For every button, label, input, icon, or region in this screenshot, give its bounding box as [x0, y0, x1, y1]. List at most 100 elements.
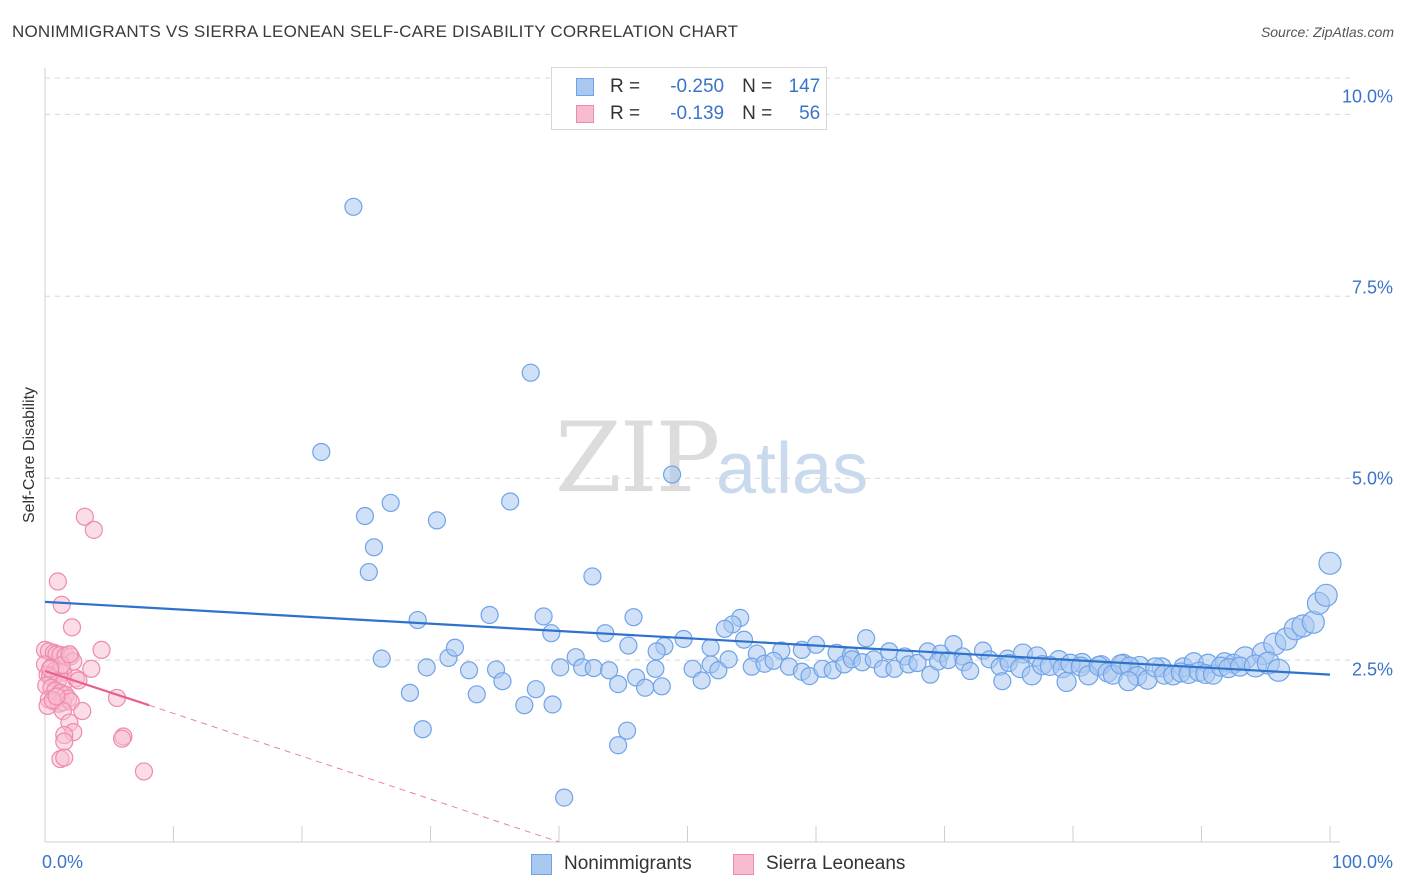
legend-swatch-blue [576, 78, 594, 96]
data-point-nonimmigrants [764, 651, 783, 670]
data-point-nonimmigrants [467, 685, 486, 704]
data-point-nonimmigrants [1118, 671, 1139, 692]
watermark-atlas: atlas [716, 429, 869, 509]
data-point-nonimmigrants [534, 607, 553, 626]
y-tick-label: 5.0% [1351, 468, 1393, 489]
n-label: N = [742, 76, 773, 97]
data-point-sierra-leoneans [55, 748, 74, 767]
data-point-nonimmigrants [719, 650, 738, 669]
data-point-nonimmigrants [609, 675, 628, 694]
watermark-zip: ZIP [555, 402, 720, 514]
legend-row-sierra-leoneans: R = -0.139 N = 56 [576, 101, 820, 127]
data-point-nonimmigrants [652, 677, 671, 696]
data-point-nonimmigrants [619, 636, 638, 655]
source-label: Source: ZipAtlas.com [1260, 24, 1394, 40]
r-value: -0.250 [670, 76, 725, 97]
data-point-nonimmigrants [445, 638, 465, 657]
data-point-nonimmigrants [355, 506, 375, 526]
data-point-nonimmigrants [400, 683, 420, 702]
axes [44, 68, 1340, 843]
data-point-sierra-leoneans [82, 659, 101, 678]
data-point-sierra-leoneans [60, 645, 79, 664]
data-point-nonimmigrants [459, 661, 479, 680]
data-point-nonimmigrants [364, 538, 384, 557]
data-point-nonimmigrants [715, 619, 734, 638]
data-point-nonimmigrants [480, 605, 499, 625]
y-tick-label: 7.5% [1351, 277, 1393, 298]
data-point-nonimmigrants [417, 658, 436, 677]
sierra-leoneans-points [35, 507, 154, 781]
data-point-nonimmigrants [1318, 551, 1342, 575]
data-point-nonimmigrants [413, 720, 432, 739]
data-point-nonimmigrants [600, 661, 619, 680]
x-tick-label-min: 0.0% [42, 852, 84, 872]
data-point-sierra-leoneans [55, 732, 74, 751]
series-name: Nonimmigrants [564, 853, 692, 874]
legend-row-nonimmigrants: R = -0.250 N = 147 [576, 74, 820, 100]
r-value: -0.139 [670, 103, 725, 124]
legend-swatch-pink [576, 105, 594, 123]
trend-line-nonimmigrants [44, 600, 1331, 676]
data-point-nonimmigrants [662, 465, 682, 484]
data-point-nonimmigrants [515, 696, 534, 715]
data-point-sierra-leoneans [84, 520, 103, 539]
data-point-nonimmigrants [427, 511, 447, 530]
data-point-nonimmigrants [692, 671, 711, 690]
data-point-sierra-leoneans [48, 572, 67, 591]
data-point-nonimmigrants [408, 610, 427, 630]
chart-title: NONIMMIGRANTS VS SIERRA LEONEAN SELF-CAR… [12, 22, 739, 41]
data-point-nonimmigrants [624, 608, 643, 627]
data-point-sierra-leoneans [69, 671, 88, 690]
series-swatch-pink [733, 853, 754, 875]
nonimmigrants-points [312, 197, 1342, 807]
data-point-nonimmigrants [551, 658, 570, 677]
data-point-nonimmigrants [521, 363, 540, 382]
grid-lines [45, 77, 1355, 661]
data-point-nonimmigrants [555, 788, 574, 807]
x-tick-label-max: 100.0% [1331, 852, 1393, 872]
r-label: R = [610, 103, 641, 124]
data-point-nonimmigrants [372, 649, 391, 668]
data-point-nonimmigrants [857, 629, 876, 648]
data-point-nonimmigrants [526, 680, 545, 699]
data-point-nonimmigrants [646, 659, 665, 678]
r-label: R = [610, 76, 641, 97]
data-point-nonimmigrants [961, 661, 980, 681]
data-point-nonimmigrants [344, 197, 363, 216]
data-point-sierra-leoneans [75, 507, 94, 526]
data-point-nonimmigrants [908, 653, 927, 673]
data-point-sierra-leoneans [47, 687, 66, 706]
n-value: 56 [799, 103, 821, 124]
series-legend-sierra-leoneans: Sierra Leoneans [733, 852, 905, 876]
data-point-nonimmigrants [993, 672, 1012, 691]
data-point-sierra-leoneans [62, 618, 82, 637]
data-point-nonimmigrants [701, 638, 720, 657]
data-point-nonimmigrants [734, 630, 754, 649]
data-point-nonimmigrants [647, 642, 666, 661]
y-axis-label: Self-Care Disability [21, 386, 38, 524]
data-point-sierra-leoneans [73, 701, 92, 721]
series-legend-nonimmigrants: Nonimmigrants [531, 852, 692, 876]
n-label: N = [742, 103, 773, 124]
data-point-nonimmigrants [312, 442, 331, 462]
data-point-nonimmigrants [635, 678, 655, 697]
data-point-nonimmigrants [381, 493, 400, 513]
data-point-nonimmigrants [543, 695, 562, 714]
data-point-nonimmigrants [493, 672, 512, 691]
data-point-nonimmigrants [542, 624, 561, 643]
data-point-nonimmigrants [609, 736, 628, 755]
trend-line-sierra-leoneans [44, 669, 150, 707]
y-tick-label: 10.0% [1341, 86, 1393, 107]
data-point-nonimmigrants [359, 562, 378, 582]
data-point-nonimmigrants [584, 658, 603, 678]
data-point-nonimmigrants [501, 492, 520, 511]
data-point-sierra-leoneans [134, 762, 154, 781]
y-tick-label: 2.5% [1351, 659, 1393, 680]
series-swatch-blue [531, 853, 552, 875]
series-name: Sierra Leoneans [766, 853, 906, 874]
trend-extension-sierra-leoneans [148, 704, 560, 843]
data-point-nonimmigrants [583, 567, 602, 586]
correlation-legend: R = -0.250 N = 147 R = -0.139 N = 56 [551, 67, 827, 130]
data-point-sierra-leoneans [92, 640, 111, 660]
